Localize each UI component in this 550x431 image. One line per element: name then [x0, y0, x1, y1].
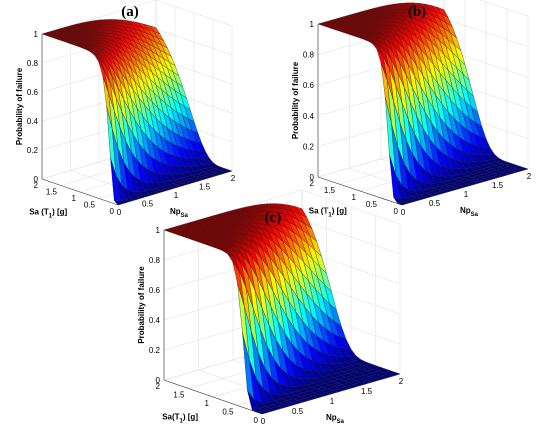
z-tick-label: 0.6	[27, 88, 39, 97]
z-axis-title: Probability of failure	[15, 67, 24, 145]
y-axis-line	[117, 170, 233, 206]
x-axis-title: Sa(T1) [g]	[162, 412, 198, 424]
surface-facet	[294, 206, 308, 218]
z-tick-label: 0.2	[27, 146, 39, 155]
y-tick-label: 2	[527, 172, 532, 181]
surface-facet	[149, 25, 161, 35]
surface-facet	[437, 7, 449, 18]
y-axis-line	[401, 168, 529, 206]
x-axis-title: Sa (T1) [g]	[29, 208, 67, 220]
x-tick-label: 1	[72, 194, 77, 203]
z-tick-label: 0.6	[303, 81, 315, 90]
x-tick-label: 1	[352, 193, 357, 202]
y-axis-title: NpSa	[170, 207, 189, 219]
x-tick-label: 1.5	[173, 391, 185, 400]
z-tick-label: 0.6	[149, 286, 161, 295]
y-tick-label: 0	[261, 417, 266, 426]
y-tick-label: 2	[399, 377, 404, 386]
y-tick-label: 0	[401, 208, 406, 217]
x-axis-line	[163, 379, 263, 415]
z-tick-label: 0.8	[27, 59, 39, 68]
z-tick-label: 0.4	[303, 112, 315, 121]
z-tick-label: 0.8	[149, 256, 161, 265]
z-tick-label: 1	[34, 30, 39, 39]
y-tick-label: 0.5	[292, 407, 304, 416]
y-tick-label: 1	[174, 191, 179, 200]
y-tick-label: 1	[330, 397, 335, 406]
x-axis-line	[41, 178, 119, 206]
panel-label: (c)	[265, 210, 282, 226]
x-tick-label: 0.5	[222, 408, 234, 417]
z-tick-label: 1	[156, 226, 161, 235]
z-tick-label: 0.2	[149, 346, 161, 355]
z-tick-label: 0	[310, 173, 315, 182]
x-tick-label: 1.5	[324, 186, 336, 195]
y-tick-label: 0	[117, 208, 122, 217]
panel-label: (a)	[121, 4, 139, 20]
x-tick-label: 0	[394, 207, 399, 216]
x-tick-label: 0	[254, 416, 259, 425]
z-tick-label: 0.4	[27, 117, 39, 126]
y-axis-title: NpSa	[460, 206, 479, 218]
z-tick-label: 0.8	[303, 51, 315, 60]
x-tick-label: 0	[110, 207, 115, 216]
y-axis-title: NpSa	[326, 413, 345, 425]
z-tick-label: 1	[310, 20, 315, 29]
y-tick-label: 2	[231, 174, 236, 183]
z-axis-title: Probability of failure	[137, 266, 146, 344]
y-tick-label: 0.5	[142, 200, 154, 209]
z-tick-label: 0	[34, 175, 39, 184]
x-tick-label: 2	[310, 179, 315, 188]
surface	[163, 203, 401, 415]
x-tick-label: 0.5	[84, 201, 96, 210]
panel-label: (b)	[408, 4, 426, 20]
z-axis-title: Probability of failure	[291, 61, 300, 139]
x-tick-label: 1	[205, 399, 210, 408]
z-tick-label: 0	[156, 376, 161, 385]
x-tick-label: 1.5	[46, 188, 58, 197]
y-tick-label: 0.5	[429, 199, 441, 208]
z-tick-label: 0.2	[303, 142, 315, 151]
x-axis-line	[317, 176, 403, 206]
surface	[317, 2, 529, 206]
y-tick-label: 1.5	[361, 387, 373, 396]
x-tick-label: 0.5	[366, 200, 378, 209]
x-axis-title: Sa (T1) [g]	[309, 207, 347, 219]
surface	[41, 19, 233, 206]
y-tick-label: 1.5	[492, 181, 504, 190]
y-tick-label: 1.5	[199, 183, 211, 192]
x-tick-label: 2	[156, 382, 161, 391]
y-tick-label: 1	[464, 190, 469, 199]
z-tick-label: 0.4	[149, 316, 161, 325]
y-axis-line	[261, 373, 401, 415]
x-tick-label: 2	[34, 181, 39, 190]
